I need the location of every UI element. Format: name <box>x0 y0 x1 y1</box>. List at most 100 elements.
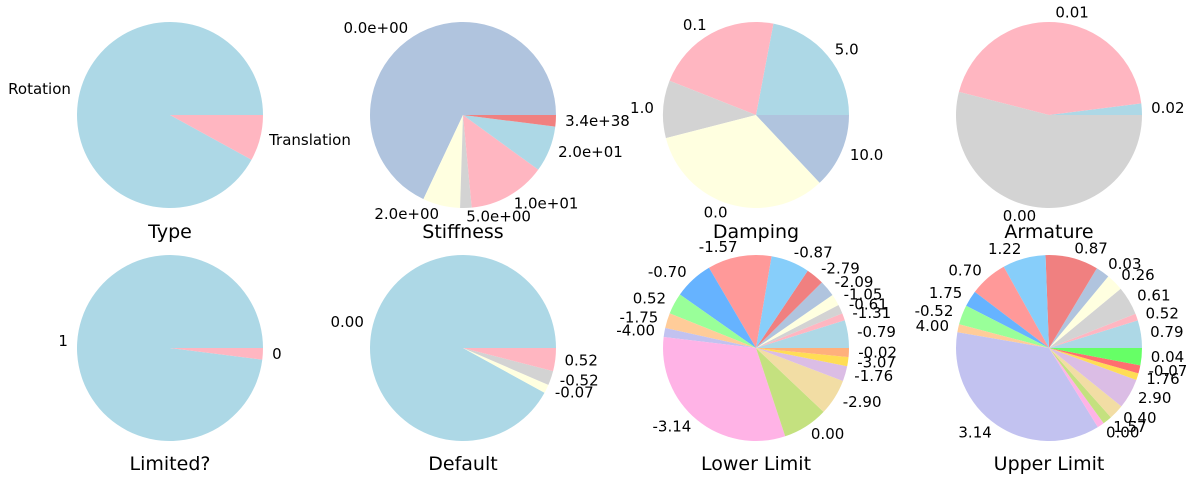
slice-damping-3 <box>665 115 820 208</box>
slice-label-upper-limit-13: 1.57 <box>1113 418 1146 436</box>
slice-limited-0 <box>77 255 263 442</box>
slice-lower-limit-16 <box>756 348 849 367</box>
slice-lower-limit-3 <box>756 295 839 348</box>
slice-label-upper-limit-5: 0.87 <box>1074 239 1107 257</box>
slice-label-upper-limit-14: 0.40 <box>1123 409 1156 427</box>
slice-label-lower-limit-14: -2.90 <box>843 393 882 411</box>
slice-stiffness-5 <box>463 115 557 127</box>
slice-upper-limit-11 <box>956 332 1098 441</box>
slice-label-default-2: -0.52 <box>560 372 599 390</box>
slice-upper-limit-10 <box>957 324 1049 348</box>
slice-upper-limit-5 <box>1045 255 1097 348</box>
slice-label-lower-limit-6: -0.87 <box>794 243 833 261</box>
slice-label-upper-limit-3: 0.26 <box>1121 266 1154 284</box>
slice-upper-limit-2 <box>1049 288 1136 348</box>
slice-lower-limit-13 <box>756 348 824 437</box>
slice-label-armature-1: 0.01 <box>1055 3 1088 21</box>
slice-label-stiffness-3: 1.0e+01 <box>514 194 579 212</box>
slice-armature-0 <box>1049 103 1142 115</box>
slice-label-lower-limit-12: -3.14 <box>652 418 691 436</box>
slice-label-upper-limit-15: 2.90 <box>1138 389 1171 407</box>
slice-label-upper-limit-2: 0.61 <box>1137 286 1170 304</box>
slice-lower-limit-2 <box>756 304 843 348</box>
pie-default: 0.00 -0.07-0.52 0.52 Default <box>330 255 599 475</box>
pie-type: Rotation Translation Type <box>8 22 351 243</box>
slice-label-stiffness-4: 2.0e+01 <box>558 143 623 161</box>
slice-upper-limit-4 <box>1049 268 1109 348</box>
slice-upper-limit-3 <box>1049 276 1121 348</box>
slice-upper-limit-13 <box>1049 348 1111 424</box>
slice-lower-limit-6 <box>756 256 808 348</box>
pie-stiffness: 0.0e+00 2.0e+00 5.0e+001.0e+01 2.0e+01 3.4e+… <box>343 19 629 243</box>
slice-label-upper-limit-4: 0.03 <box>1108 255 1141 273</box>
slice-stiffness-4 <box>463 115 556 170</box>
slice-limited-1 <box>170 348 263 360</box>
chart-title-type: Type <box>147 221 192 243</box>
slice-lower-limit-8 <box>679 267 756 348</box>
slice-type-0 <box>76 22 263 209</box>
slice-damping-2 <box>662 80 756 139</box>
slice-label-upper-limit-1: 0.52 <box>1146 305 1179 323</box>
slice-label-upper-limit-7: 0.70 <box>948 261 981 279</box>
slice-label-upper-limit-11: 3.14 <box>958 423 991 441</box>
slice-label-stiffness-1: 2.0e+00 <box>374 205 439 223</box>
slice-label-lower-limit-16: -3.07 <box>857 354 896 372</box>
slice-label-limited-1: 0 <box>272 345 282 363</box>
slice-lower-limit-10 <box>665 313 756 348</box>
slice-lower-limit-14 <box>756 348 843 412</box>
chart-title-lower-limit: Lower Limit <box>701 453 811 475</box>
slice-label-default-3: 0.52 <box>565 351 598 369</box>
pie-damping: 5.0 0.1 1.0 0.0 10.0 Damping <box>630 16 883 243</box>
slice-lower-limit-0 <box>756 320 849 348</box>
slice-label-lower-limit-3: -1.05 <box>844 286 883 304</box>
chart-title-armature: Armature <box>1004 221 1093 243</box>
slice-lower-limit-4 <box>756 282 833 348</box>
slice-lower-limit-5 <box>756 270 822 348</box>
pie-lower-limit: -0.79-1.31-0.61-1.05-2.09-2.79-0.87 -1.57… <box>616 238 897 475</box>
slice-upper-limit-1 <box>1049 313 1138 348</box>
chart-title-stiffness: Stiffness <box>422 221 503 243</box>
slice-lower-limit-12 <box>662 337 786 442</box>
slice-label-damping-4: 10.0 <box>850 146 883 164</box>
slice-default-0 <box>370 255 556 442</box>
slice-label-lower-limit-9: 0.52 <box>633 290 666 308</box>
slice-label-limited-0: 1 <box>58 332 68 350</box>
slice-damping-0 <box>756 23 849 115</box>
slice-damping-4 <box>756 115 849 183</box>
slice-label-upper-limit-18: 0.04 <box>1151 348 1184 366</box>
slice-label-damping-0: 5.0 <box>835 40 859 58</box>
slice-upper-limit-14 <box>1049 348 1122 418</box>
slice-label-lower-limit-7: -1.57 <box>699 238 738 256</box>
chart-title-limited: Limited? <box>130 453 211 475</box>
slice-label-lower-limit-8: -0.70 <box>648 263 687 281</box>
slice-label-upper-limit-16: 1.76 <box>1146 370 1179 388</box>
slice-upper-limit-0 <box>1049 320 1142 348</box>
slice-label-stiffness-0: 0.0e+00 <box>343 19 408 37</box>
slice-lower-limit-9 <box>669 294 756 348</box>
pie-upper-limit: 0.790.520.61 0.260.030.87 1.22 0.70 1.75-0.5… <box>915 239 1188 475</box>
slice-stiffness-3 <box>463 115 539 208</box>
slice-label-lower-limit-1: -1.31 <box>852 304 891 322</box>
slice-label-upper-limit-0: 0.79 <box>1150 323 1183 341</box>
slice-label-lower-limit-10: -1.75 <box>619 308 658 326</box>
slice-lower-limit-7 <box>708 255 772 348</box>
chart-title-default: Default <box>428 453 497 475</box>
slice-upper-limit-16 <box>1049 348 1139 381</box>
slice-label-damping-1: 0.1 <box>683 16 707 34</box>
slice-upper-limit-18 <box>1049 348 1142 366</box>
slice-default-1 <box>463 348 549 393</box>
slice-label-upper-limit-6: 1.22 <box>988 240 1021 258</box>
slice-label-lower-limit-2: -0.61 <box>849 296 888 314</box>
slice-armature-2 <box>955 91 1142 208</box>
slice-lower-limit-1 <box>756 313 845 348</box>
slice-label-lower-limit-5: -2.79 <box>821 260 860 278</box>
slice-label-upper-limit-17: -0.07 <box>1149 362 1188 380</box>
slice-upper-limit-12 <box>1049 348 1104 428</box>
slice-stiffness-0 <box>370 22 556 200</box>
chart-title-upper-limit: Upper Limit <box>994 453 1105 475</box>
slice-upper-limit-9 <box>959 305 1049 348</box>
slice-label-lower-limit-4: -2.09 <box>835 273 874 291</box>
slice-label-upper-limit-10: 4.00 <box>916 317 949 335</box>
slice-label-upper-limit-9: -0.52 <box>915 302 954 320</box>
